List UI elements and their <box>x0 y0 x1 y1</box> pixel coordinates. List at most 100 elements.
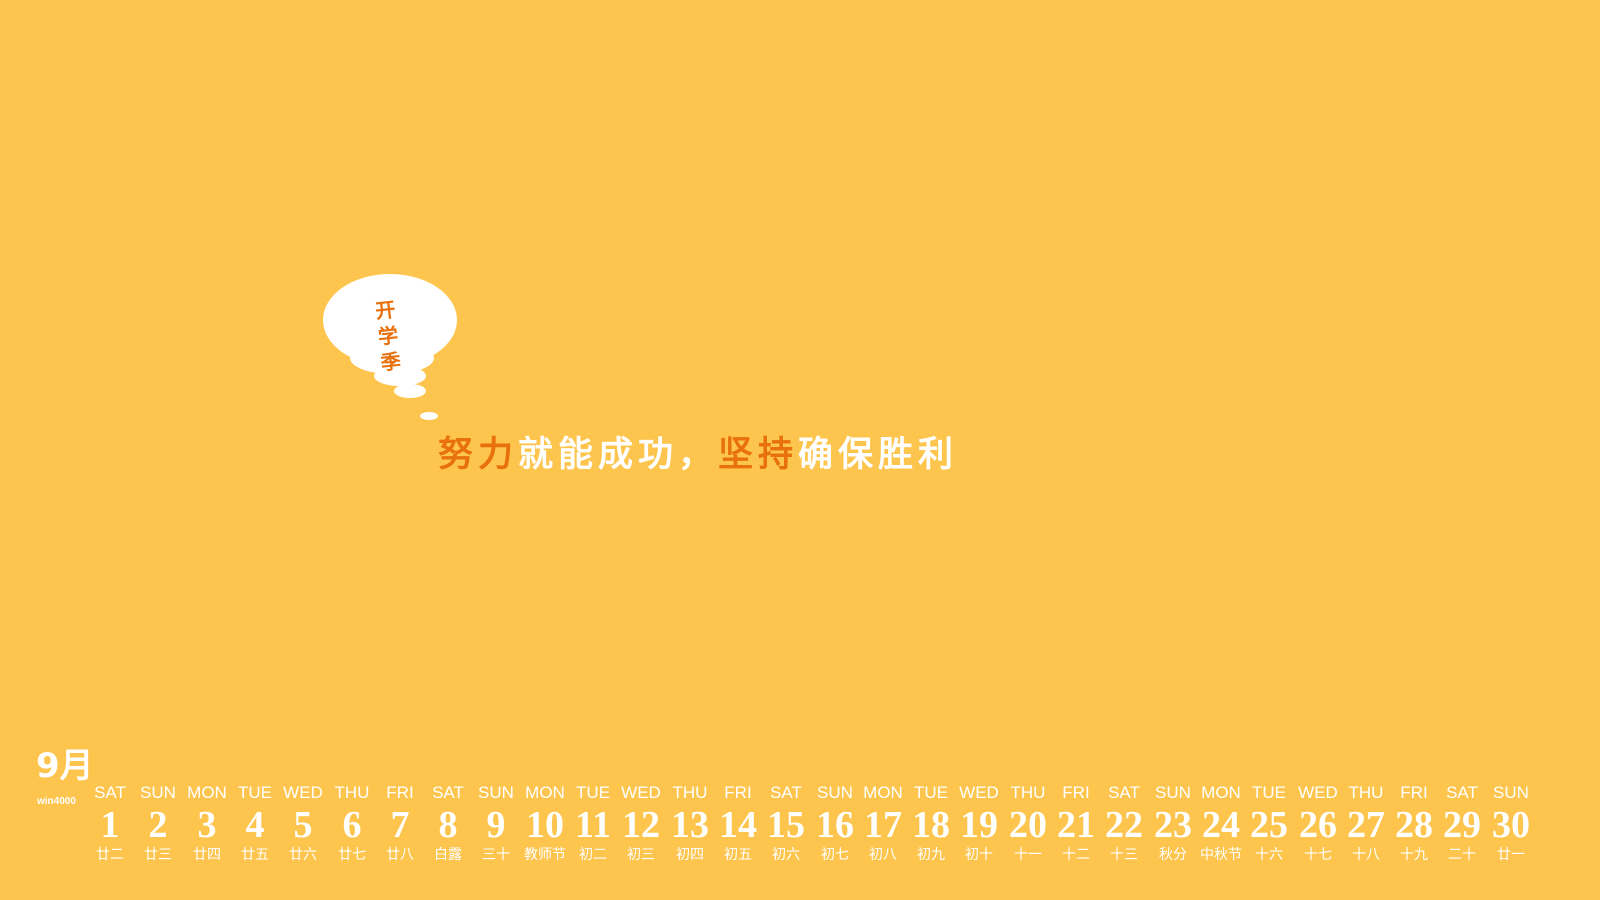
lunar-date: 十七 <box>1304 847 1332 863</box>
day-number: 14 <box>719 804 757 846</box>
day-number: 16 <box>816 804 854 846</box>
weekday-label: TUE <box>576 783 610 802</box>
day-number: 30 <box>1492 804 1530 846</box>
lunar-date: 初九 <box>917 847 945 863</box>
lunar-date: 初二 <box>579 847 607 863</box>
lunar-date: 廿三 <box>144 847 172 863</box>
lunar-date: 初八 <box>869 847 897 863</box>
calendar-day: SUN 23 秋分 <box>1149 784 1197 864</box>
lunar-date: 十八 <box>1352 847 1380 863</box>
calendar-day: THU 13 初四 <box>666 784 714 864</box>
weekday-label: FRI <box>724 783 752 802</box>
calendar-day: THU 6 廿七 <box>328 784 376 864</box>
day-number: 15 <box>767 804 805 846</box>
weekday-label: SUN <box>140 783 176 802</box>
weekday-label: FRI <box>386 783 414 802</box>
lunar-date: 中秋节 <box>1200 847 1242 863</box>
day-number: 9 <box>486 804 506 846</box>
day-number: 28 <box>1395 804 1433 846</box>
lunar-date: 白露 <box>434 847 462 863</box>
calendar-day: THU 27 十八 <box>1342 784 1390 864</box>
lunar-date: 廿六 <box>289 847 317 863</box>
bubble-char: 季 <box>379 348 402 375</box>
calendar-day: WED 26 十七 <box>1294 784 1342 864</box>
weekday-label: MON <box>1201 783 1241 802</box>
lunar-date: 廿八 <box>386 847 414 863</box>
weekday-label: WED <box>283 783 323 802</box>
day-number: 8 <box>438 804 458 846</box>
day-number: 19 <box>960 804 998 846</box>
calendar-day: MON 3 廿四 <box>183 784 231 864</box>
lunar-date: 秋分 <box>1159 847 1187 863</box>
weekday-label: THU <box>1348 783 1384 802</box>
lunar-date: 十六 <box>1255 847 1283 863</box>
day-number: 26 <box>1299 804 1337 846</box>
bubble-text: 开 学 季 <box>374 294 422 376</box>
day-number: 24 <box>1202 804 1240 846</box>
calendar-day: THU 20 十一 <box>1004 784 1052 864</box>
calendar-day: SUN 16 初七 <box>811 784 859 864</box>
calendar-day: MON 17 初八 <box>859 784 907 864</box>
lunar-date: 初七 <box>821 847 849 863</box>
weekday-label: SAT <box>1446 783 1478 802</box>
weekday-label: SUN <box>478 783 514 802</box>
lunar-date: 廿二 <box>96 847 124 863</box>
weekday-label: WED <box>1298 783 1338 802</box>
calendar-day: WED 5 廿六 <box>279 784 327 864</box>
weekday-label: WED <box>959 783 999 802</box>
lunar-date: 初十 <box>965 847 993 863</box>
calendar-day: SUN 2 廿三 <box>134 784 182 864</box>
weekday-label: SAT <box>1108 783 1140 802</box>
day-number: 6 <box>342 804 362 846</box>
slogan-part: 确保胜利 <box>798 435 959 475</box>
weekday-label: TUE <box>914 783 948 802</box>
lunar-date: 初四 <box>676 847 704 863</box>
day-number: 10 <box>526 804 564 846</box>
lunar-date: 十一 <box>1014 847 1042 863</box>
calendar-day: SUN 30 廿一 <box>1487 784 1535 864</box>
weekday-label: FRI <box>1400 783 1428 802</box>
calendar-day: MON 24 中秋节 <box>1197 784 1245 864</box>
day-number: 23 <box>1154 804 1192 846</box>
weekday-label: SAT <box>94 783 126 802</box>
lunar-date: 初六 <box>772 847 800 863</box>
day-number: 7 <box>390 804 410 846</box>
calendar-day: SAT 15 初六 <box>762 784 810 864</box>
site-label: win4000 <box>37 796 76 807</box>
lunar-date: 二十 <box>1448 847 1476 863</box>
calendar-day: TUE 11 初二 <box>569 784 617 864</box>
lunar-date: 初五 <box>724 847 752 863</box>
lunar-date: 廿七 <box>338 847 366 863</box>
weekday-label: SAT <box>770 783 802 802</box>
lunar-date: 教师节 <box>524 847 566 863</box>
day-number: 27 <box>1347 804 1385 846</box>
weekday-label: FRI <box>1062 783 1090 802</box>
lunar-date: 三十 <box>482 847 510 863</box>
day-number: 2 <box>148 804 168 846</box>
weekday-label: THU <box>1010 783 1046 802</box>
calendar-day: FRI 28 十九 <box>1390 784 1438 864</box>
day-number: 18 <box>912 804 950 846</box>
calendar-day: MON 10 教师节 <box>521 784 569 864</box>
weekday-label: THU <box>672 783 708 802</box>
day-number: 22 <box>1105 804 1143 846</box>
day-number: 3 <box>197 804 217 846</box>
calendar-day: SAT 22 十三 <box>1100 784 1148 864</box>
slogan: 努力就能成功，坚持确保胜利 <box>438 428 958 482</box>
calendar-day: SAT 8 白露 <box>424 784 472 864</box>
lunar-date: 十二 <box>1062 847 1090 863</box>
calendar-day: TUE 4 廿五 <box>231 784 279 864</box>
day-number: 20 <box>1009 804 1047 846</box>
calendar-day: SAT 29 二十 <box>1438 784 1486 864</box>
day-number: 29 <box>1443 804 1481 846</box>
day-number: 11 <box>575 804 611 846</box>
weekday-label: MON <box>863 783 903 802</box>
weekday-label: SUN <box>1155 783 1191 802</box>
lunar-date: 廿五 <box>241 847 269 863</box>
lunar-date: 廿一 <box>1497 847 1525 863</box>
day-number: 12 <box>622 804 660 846</box>
weekday-label: SUN <box>1493 783 1529 802</box>
weekday-label: TUE <box>1252 783 1286 802</box>
weekday-label: WED <box>621 783 661 802</box>
day-number: 17 <box>864 804 902 846</box>
